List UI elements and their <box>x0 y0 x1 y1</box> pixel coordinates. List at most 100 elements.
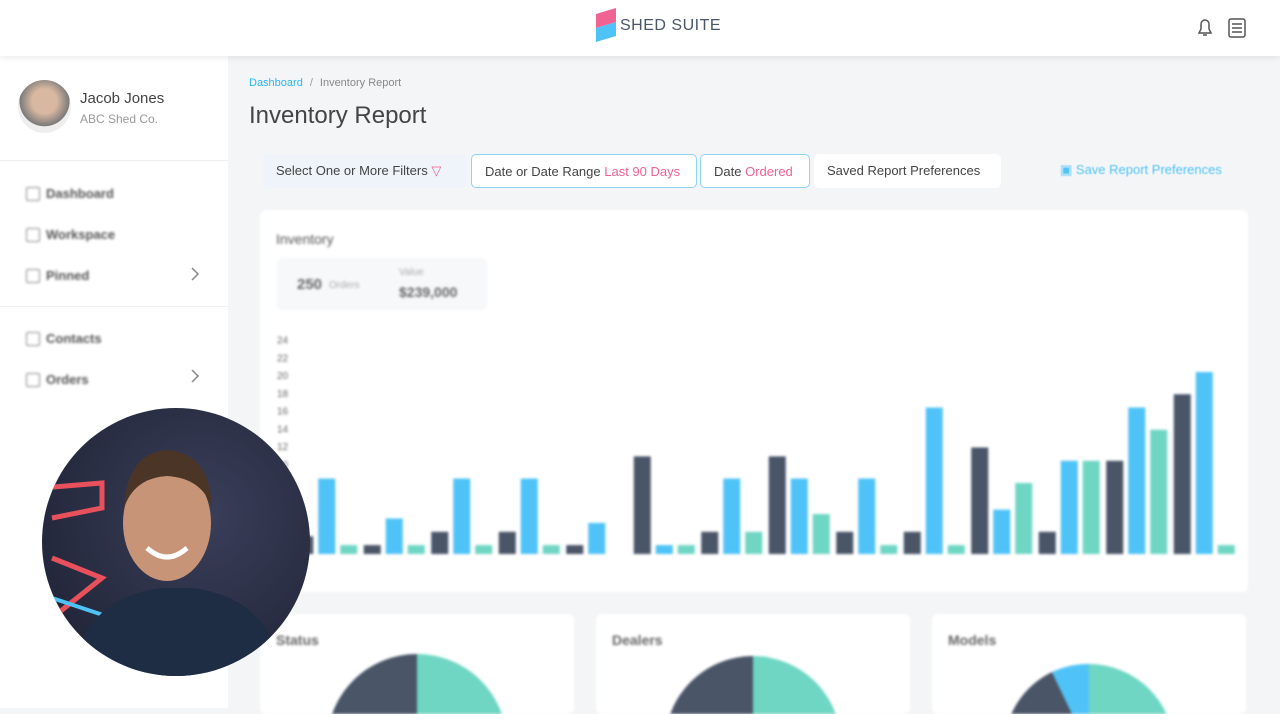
bar <box>836 531 854 554</box>
orders-label: Orders <box>329 280 360 291</box>
bar <box>588 522 606 554</box>
pie <box>332 654 502 714</box>
bar <box>475 545 493 554</box>
bar <box>1217 545 1235 554</box>
y-tick-label: 16 <box>277 407 289 418</box>
panel-title: Models <box>948 632 997 648</box>
pie <box>1011 663 1167 714</box>
breadcrumb-link[interactable]: Dashboard <box>249 77 303 89</box>
bar <box>1173 394 1191 554</box>
filter-value: Last 90 Days <box>604 164 681 179</box>
bar <box>453 478 471 554</box>
y-tick-label: 18 <box>277 389 289 400</box>
bar <box>745 531 763 554</box>
bar <box>498 531 516 554</box>
y-tick-label: 24 <box>277 336 289 347</box>
models-card: Models <box>932 614 1246 714</box>
bar <box>1038 531 1056 554</box>
y-tick-label: 22 <box>277 353 289 364</box>
y-tick-label: 14 <box>277 424 289 435</box>
nav-item[interactable]: Contacts <box>46 331 102 346</box>
bar-chart: 024681012141618202224 <box>277 336 1235 560</box>
bar <box>363 545 381 554</box>
breadcrumb: Dashboard / Inventory Report <box>249 77 401 89</box>
breadcrumb-current: Inventory Report <box>319 77 402 89</box>
header: SHED SUITE <box>0 0 1280 56</box>
nav-item[interactable]: Workspace <box>46 227 116 242</box>
bar <box>903 531 921 554</box>
nav-item[interactable]: Orders <box>46 372 89 387</box>
value-amount: $239,000 <box>399 284 458 300</box>
y-tick-label: 12 <box>277 442 289 453</box>
bar <box>1015 483 1033 554</box>
profile-company: ABC Shed Co. <box>80 112 159 126</box>
bar <box>1082 460 1100 554</box>
inventory-card: Inventory 250 Orders Value $239,000 0246… <box>260 210 1248 592</box>
bar <box>542 545 560 554</box>
nav-icon <box>26 187 40 201</box>
save-button[interactable]: ▣ Save Report Preferences <box>1060 162 1222 177</box>
bar <box>971 447 989 554</box>
filter-saved[interactable]: Saved Report Preferences <box>814 154 1001 188</box>
dealers-card: Dealers <box>596 614 910 714</box>
bar <box>1195 372 1213 554</box>
divider <box>0 160 228 161</box>
bar <box>993 509 1011 554</box>
logo: SHED SUITE <box>620 17 722 34</box>
nav-icon <box>26 373 40 387</box>
bar <box>858 478 876 554</box>
chevrons <box>191 267 200 383</box>
nav-icon <box>26 332 40 346</box>
orders-count: 250 <box>297 276 323 293</box>
bar <box>947 545 965 554</box>
bar <box>880 545 898 554</box>
breadcrumb-separator: / <box>309 77 313 89</box>
bar <box>566 545 584 554</box>
filter-date-range[interactable]: Date or Date Range Last 90 Days <box>471 154 697 188</box>
filter-text: Select One or More Filters <box>276 163 428 178</box>
pie <box>670 656 836 714</box>
profile-name: Jacob Jones <box>80 90 165 107</box>
panel-title: Status <box>276 632 319 648</box>
nav-icon <box>26 228 40 242</box>
bar <box>655 545 673 554</box>
page-title: Inventory Report <box>249 102 427 129</box>
status-card: Status <box>260 614 574 714</box>
logo-icon <box>596 8 616 42</box>
bar <box>407 545 425 554</box>
video-overlay <box>42 408 310 676</box>
filter-date[interactable]: Date Ordered <box>700 154 810 188</box>
bar <box>1106 460 1124 554</box>
save-button-text: Save Report Preferences <box>1075 162 1222 177</box>
presenter <box>42 450 282 676</box>
header-icons[interactable] <box>1195 17 1255 39</box>
nav-icon <box>26 269 40 283</box>
bar <box>790 478 808 554</box>
card-title: Inventory <box>276 231 334 247</box>
nav-item[interactable]: Pinned <box>46 268 90 283</box>
summary-box: 250 Orders Value $239,000 <box>277 258 487 310</box>
bar <box>318 478 336 554</box>
bar <box>1128 407 1146 554</box>
avatar <box>18 80 71 133</box>
bar <box>925 407 943 554</box>
divider <box>0 306 228 307</box>
bar <box>677 545 695 554</box>
panel-title: Dealers <box>612 632 663 648</box>
bar <box>768 456 786 554</box>
bar <box>723 478 741 554</box>
filter-select[interactable]: Select One or More Filters ▽ <box>263 154 467 188</box>
nav-item[interactable]: Dashboard <box>46 186 114 201</box>
filter-label: Date <box>714 164 742 179</box>
bar <box>701 531 719 554</box>
bar <box>1150 429 1168 554</box>
bar <box>633 456 651 554</box>
y-tick-label: 20 <box>277 371 289 382</box>
filter-value: Ordered <box>745 164 793 179</box>
filter-label: Date or Date Range <box>485 164 601 179</box>
bar <box>1060 460 1078 554</box>
value-label: Value <box>399 267 424 278</box>
bar <box>431 531 449 554</box>
bar <box>385 518 403 554</box>
